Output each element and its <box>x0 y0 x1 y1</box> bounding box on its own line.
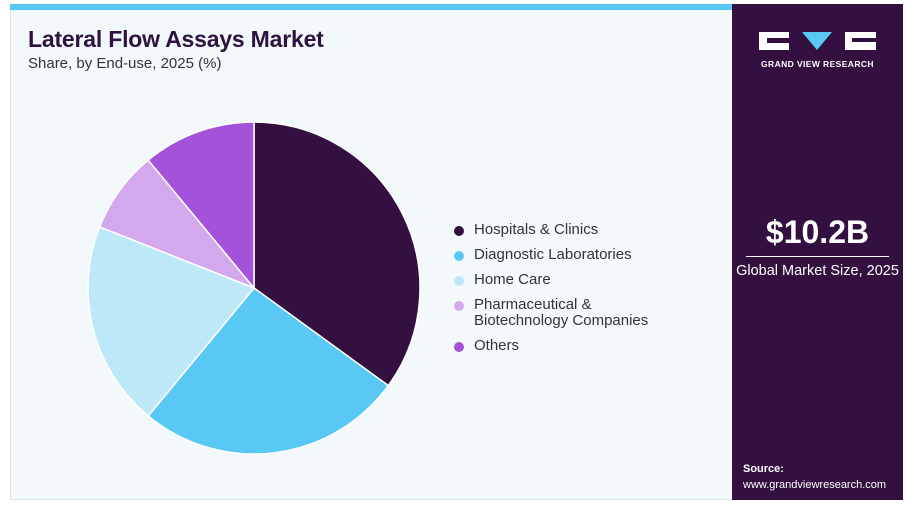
legend-swatch <box>454 226 464 236</box>
gvr-logo-icon <box>759 32 876 50</box>
brand-name: GRAND VIEW RESEARCH <box>761 59 874 69</box>
sidebar-panel: GRAND VIEW RESEARCH $10.2B Global Market… <box>732 4 903 500</box>
legend-item: Pharmaceutical & Biotechnology Companies <box>454 297 674 329</box>
legend-swatch <box>454 276 464 286</box>
chart-title: Lateral Flow Assays Market <box>28 26 324 52</box>
pie-slice-hospitals-clinics <box>253 121 421 387</box>
legend-item: Others <box>454 338 674 354</box>
divider <box>746 256 889 257</box>
pie-slice-home-care <box>87 225 256 417</box>
legend-label: Diagnostic Laboratories <box>474 246 632 263</box>
legend-label: Home Care <box>474 271 551 288</box>
legend-swatch <box>454 251 464 261</box>
legend-swatch <box>454 301 464 311</box>
legend-item: Home Care <box>454 272 674 288</box>
pie-slice-others <box>147 121 255 291</box>
source-label: Source: <box>743 463 784 475</box>
chart-subtitle: Share, by End-use, 2025 (%) <box>28 55 222 72</box>
chart-legend: Hospitals & Clinics Diagnostic Laboratori… <box>454 222 674 363</box>
pie-slice-diagnostic-laboratories <box>147 286 390 455</box>
source-link[interactable]: www.grandviewresearch.com <box>743 479 887 491</box>
legend-swatch <box>454 342 464 352</box>
legend-item: Diagnostic Laboratories <box>454 247 674 263</box>
legend-label: Hospitals & Clinics <box>474 221 599 238</box>
legend-label: Pharmaceutical & Biotechnology Companies <box>474 296 649 329</box>
market-size-value: $10.2B <box>765 214 870 250</box>
market-size-label: Global Market Size, 2025 <box>736 263 899 279</box>
accent-bar <box>10 4 732 10</box>
pie-chart <box>87 121 421 455</box>
legend-label: Others <box>474 337 520 354</box>
legend-item: Hospitals & Clinics <box>454 222 674 238</box>
